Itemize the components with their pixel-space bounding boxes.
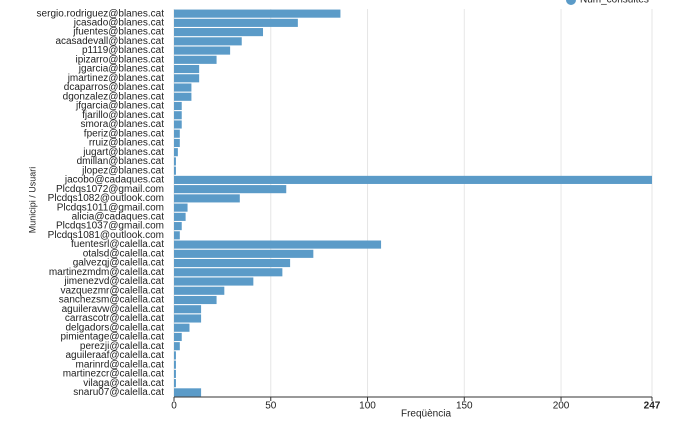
bar <box>174 120 182 129</box>
y-tick-label: galvezqj@calella.cat <box>73 258 165 269</box>
bar <box>174 231 180 240</box>
bar <box>174 388 202 397</box>
bar <box>174 369 176 378</box>
bar <box>174 64 200 74</box>
bar <box>174 295 217 305</box>
x-tick-label: 0 <box>171 401 177 412</box>
bar <box>174 268 283 277</box>
y-tick-label: Plcdqs1082@outlook.com <box>48 193 164 204</box>
y-tick-label: fuentesrl@calella.cat <box>71 239 164 250</box>
bar <box>174 314 202 323</box>
bar <box>174 148 178 157</box>
y-tick-label: dgonzalez@blanes.cat <box>63 91 165 102</box>
bar <box>174 83 192 92</box>
y-tick-label: smora@blanes.cat <box>80 119 164 130</box>
y-tick-label: Plcdqs1081@outlook.com <box>48 230 164 241</box>
y-tick-label: perezji@calella.cat <box>80 341 164 352</box>
y-tick-label: aguileraaf@calella.cat <box>65 350 164 361</box>
y-tick-label: jcasado@blanes.cat <box>73 17 164 28</box>
bar <box>174 46 231 55</box>
x-tick-label: 50 <box>265 401 277 412</box>
bar <box>174 203 188 212</box>
bar <box>174 92 192 101</box>
y-tick-label: martinezmdm@calella.cat <box>49 267 164 278</box>
bar <box>174 240 382 249</box>
legend-label: Num_consultes <box>580 0 649 6</box>
y-tick-label: jlopez@blanes.cat <box>81 165 164 176</box>
x-tick-label: 200 <box>553 401 570 412</box>
bar <box>174 332 182 342</box>
y-tick-label: carrascotr@calella.cat <box>65 313 164 324</box>
bar <box>174 129 180 138</box>
legend-marker <box>566 0 576 5</box>
bar <box>174 166 176 175</box>
x-axis-label: Freqüència <box>401 409 451 420</box>
bar <box>174 37 242 46</box>
y-tick-label: delgadors@calella.cat <box>65 322 164 333</box>
y-tick-label: snaru07@calella.cat <box>73 387 164 398</box>
bar <box>174 277 254 286</box>
bar <box>174 175 652 184</box>
y-tick-label: sanchezsm@calella.cat <box>59 295 164 306</box>
bar <box>174 305 202 314</box>
bar <box>174 18 298 27</box>
bar <box>174 222 182 231</box>
y-tick-label: martinezcr@calella.cat <box>63 369 165 380</box>
bar <box>174 194 240 203</box>
bar <box>174 9 341 18</box>
y-tick-label: jugart@blanes.cat <box>82 147 164 158</box>
y-tick-label: Plcdqs1037@gmail.com <box>56 221 164 232</box>
bar <box>174 185 287 194</box>
y-tick-label: sergio.rodriguez@blanes.cat <box>37 8 165 19</box>
bar <box>174 323 190 332</box>
bar <box>174 249 314 258</box>
y-axis-label: Municipi / Usuari <box>27 167 37 234</box>
bar <box>174 55 217 64</box>
x-tick-label: 100 <box>359 401 376 412</box>
bar <box>174 138 180 148</box>
y-tick-label: ipizarro@blanes.cat <box>75 54 164 65</box>
y-tick-label: pimientage@calella.cat <box>60 332 164 343</box>
bar <box>174 101 182 111</box>
y-tick-label: vazquezmr@calella.cat <box>60 285 164 296</box>
y-tick-label: fjarillo@blanes.cat <box>82 110 164 121</box>
bar <box>174 28 264 37</box>
bar <box>174 258 291 268</box>
y-tick-label: jfuentes@blanes.cat <box>72 27 164 38</box>
y-tick-label: jfgarcia@blanes.cat <box>75 101 164 112</box>
bar <box>174 286 225 295</box>
y-tick-label: alicia@cadaques.cat <box>72 211 165 222</box>
y-tick-label: Plcdqs1011@gmail.com <box>57 202 164 213</box>
bar <box>174 212 186 221</box>
y-tick-label: Plcdqs1072@gmail.com <box>56 184 164 195</box>
bar <box>174 342 180 351</box>
y-tick-label: aguileravw@calella.cat <box>62 304 165 315</box>
y-tick-label: marinrd@calella.cat <box>75 359 164 370</box>
y-tick-label: dcaparros@blanes.cat <box>64 82 164 93</box>
y-tick-label: otalsd@calella.cat <box>83 248 165 259</box>
y-tick-label: dmillan@blanes.cat <box>77 156 165 167</box>
y-tick-label: jmartinez@blanes.cat <box>67 73 165 84</box>
y-tick-label: acasadevall@blanes.cat <box>55 36 164 47</box>
x-tick-label: 247 <box>644 401 661 412</box>
bar <box>174 74 200 83</box>
y-tick-label: jimenezvd@calella.cat <box>63 276 164 287</box>
bar <box>174 360 176 369</box>
y-tick-label: vilaga@calella.cat <box>83 378 164 389</box>
y-tick-label: rruiz@blanes.cat <box>89 138 164 149</box>
bar <box>174 351 176 360</box>
y-tick-label: jacobo@cadaques.cat <box>64 175 164 186</box>
bar <box>174 379 176 388</box>
bar <box>174 157 176 166</box>
y-tick-label: jgarcia@blanes.cat <box>78 64 164 75</box>
bar <box>174 111 182 120</box>
y-tick-label: fperiz@blanes.cat <box>84 128 164 139</box>
x-tick-label: 150 <box>456 401 473 412</box>
y-tick-label: p1119@blanes.cat <box>82 45 164 56</box>
